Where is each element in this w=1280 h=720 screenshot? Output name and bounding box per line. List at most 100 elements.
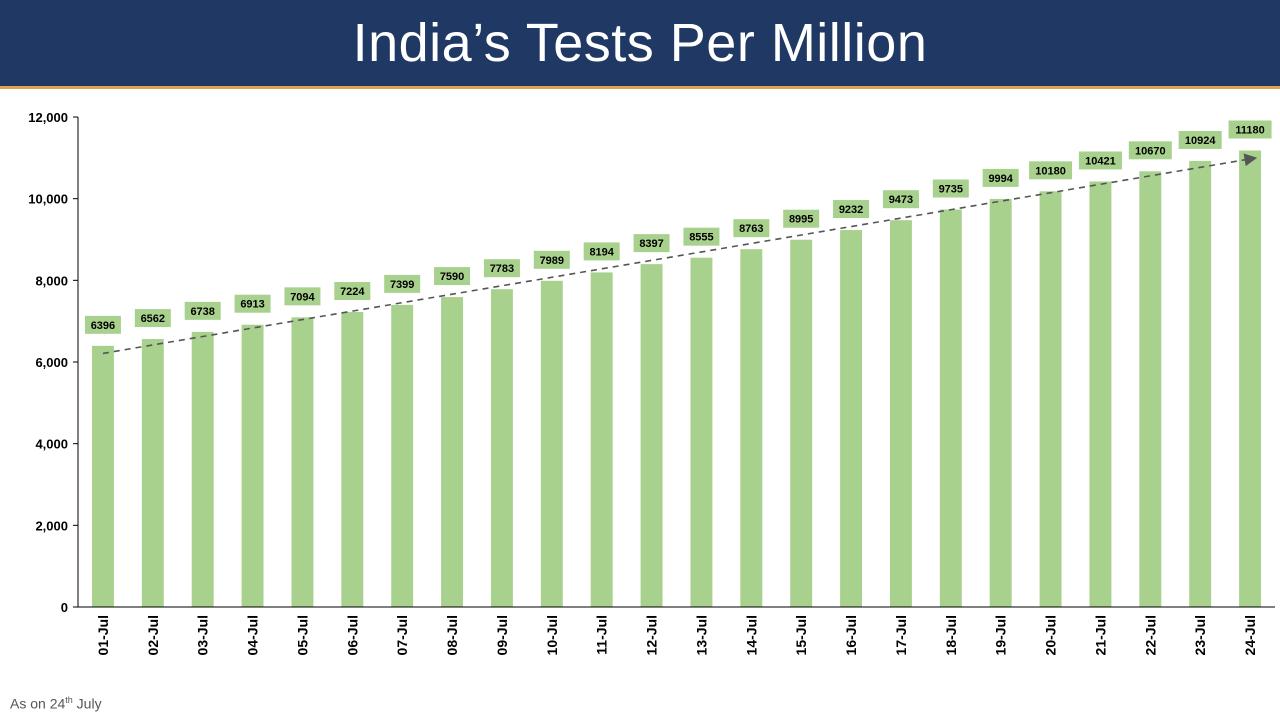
data-label-bg	[833, 200, 870, 219]
data-label: 10924	[1185, 135, 1216, 147]
data-label: 10180	[1035, 165, 1066, 177]
data-label-bg	[882, 190, 919, 209]
data-label: 9473	[889, 194, 913, 206]
bar	[490, 289, 513, 607]
data-label: 7590	[440, 271, 464, 283]
bar	[141, 339, 164, 607]
data-label-bg	[1128, 141, 1172, 160]
x-tick-label: 07-Jul	[394, 615, 410, 655]
x-tick-label: 16-Jul	[843, 615, 859, 655]
data-label-bg	[1029, 161, 1073, 180]
y-tick-label: 10,000	[28, 192, 68, 207]
bar	[91, 345, 114, 607]
data-label: 6562	[141, 313, 165, 325]
data-label: 10670	[1135, 145, 1166, 157]
data-label-bg	[982, 168, 1019, 187]
data-label: 7399	[390, 279, 414, 291]
data-label: 9994	[988, 173, 1013, 185]
x-tick-label: 13-Jul	[693, 615, 709, 655]
bar	[341, 312, 364, 607]
data-label-bg	[932, 179, 969, 198]
x-tick-label: 19-Jul	[993, 615, 1009, 655]
x-tick-label: 01-Jul	[95, 615, 111, 655]
x-tick-label: 17-Jul	[893, 615, 909, 655]
bar	[1039, 191, 1062, 608]
bars	[91, 150, 1262, 608]
y-tick-label: 8,000	[35, 273, 68, 288]
data-label-bg	[633, 234, 670, 253]
x-tick-label: 18-Jul	[943, 615, 959, 655]
bar	[1139, 171, 1162, 607]
y-axis-ticks: 0 2,000 4,000 6,000 8,000 10,000 12,000	[28, 110, 78, 615]
x-tick-label: 04-Jul	[245, 615, 261, 655]
data-label-bg	[84, 315, 121, 334]
bar	[1189, 160, 1212, 607]
data-label-bg	[434, 267, 471, 286]
footnote-sup: th	[65, 695, 73, 705]
bar	[391, 304, 414, 607]
bar	[241, 324, 264, 607]
footnote-prefix: As on 24	[10, 695, 66, 712]
bar	[790, 239, 813, 607]
data-label: 6396	[91, 320, 115, 332]
bar	[191, 331, 214, 607]
data-label: 7094	[290, 291, 315, 303]
data-label: 8555	[689, 232, 713, 244]
data-label-bg	[1228, 120, 1272, 139]
y-tick-label: 6,000	[35, 355, 68, 370]
bar	[291, 317, 314, 607]
data-label-bg	[1078, 151, 1122, 170]
x-tick-label: 11-Jul	[594, 615, 610, 655]
x-tick-label: 22-Jul	[1142, 615, 1158, 655]
data-label: 7783	[490, 263, 514, 275]
trendline	[102, 153, 1258, 355]
x-tick-label: 10-Jul	[544, 615, 560, 655]
data-label: 9735	[939, 183, 963, 195]
bar	[690, 257, 713, 607]
bar	[939, 209, 962, 608]
x-tick-label: 06-Jul	[344, 615, 360, 655]
data-label-bg	[384, 274, 421, 293]
data-label-bg	[533, 250, 570, 269]
x-tick-label: 05-Jul	[294, 615, 310, 655]
footnote: As on 24th July	[10, 695, 102, 712]
bar	[590, 272, 613, 607]
x-tick-label: 24-Jul	[1242, 615, 1258, 655]
data-label: 8397	[639, 238, 663, 250]
data-label: 11180	[1235, 124, 1264, 136]
data-labels: 6396 6562 6738 6913 7094 7224 7399 7590 7783 7989…	[84, 120, 1272, 334]
data-label-bg	[334, 282, 371, 301]
y-tick-label: 4,000	[35, 437, 68, 452]
data-label: 6738	[190, 306, 214, 318]
data-label: 8995	[789, 214, 813, 226]
x-tick-label: 21-Jul	[1092, 615, 1108, 655]
data-label-bg	[783, 209, 820, 228]
trendline-group	[102, 153, 1258, 355]
data-label: 8763	[739, 223, 763, 235]
data-label-bg	[583, 242, 620, 261]
axes	[77, 117, 1275, 608]
data-label-bg	[284, 287, 321, 306]
x-tick-label: 08-Jul	[444, 615, 460, 655]
data-label-bg	[683, 227, 720, 246]
footnote-suffix: July	[72, 695, 102, 712]
data-label-bg	[733, 219, 770, 238]
x-axis-labels: 01-Jul 02-Jul 03-Jul 04-Jul 05-Jul 06-Jul 07-J…	[95, 615, 1258, 655]
x-tick-label: 20-Jul	[1043, 615, 1059, 655]
bar	[840, 230, 863, 607]
data-label-bg	[234, 294, 271, 313]
x-tick-label: 02-Jul	[145, 615, 161, 655]
data-label: 6913	[240, 299, 264, 311]
data-label: 8194	[589, 246, 614, 258]
bar	[740, 249, 763, 608]
x-tick-label: 12-Jul	[644, 615, 660, 655]
x-tick-label: 09-Jul	[494, 615, 510, 655]
page-title: India’s Tests Per Million	[352, 13, 928, 73]
data-label: 7989	[540, 255, 564, 267]
y-tick-label: 2,000	[35, 518, 68, 533]
bar	[1089, 181, 1112, 607]
data-label-bg	[134, 309, 171, 328]
x-tick-label: 14-Jul	[743, 615, 759, 655]
x-tick-label: 15-Jul	[793, 615, 809, 655]
x-tick-label: 03-Jul	[195, 615, 211, 655]
